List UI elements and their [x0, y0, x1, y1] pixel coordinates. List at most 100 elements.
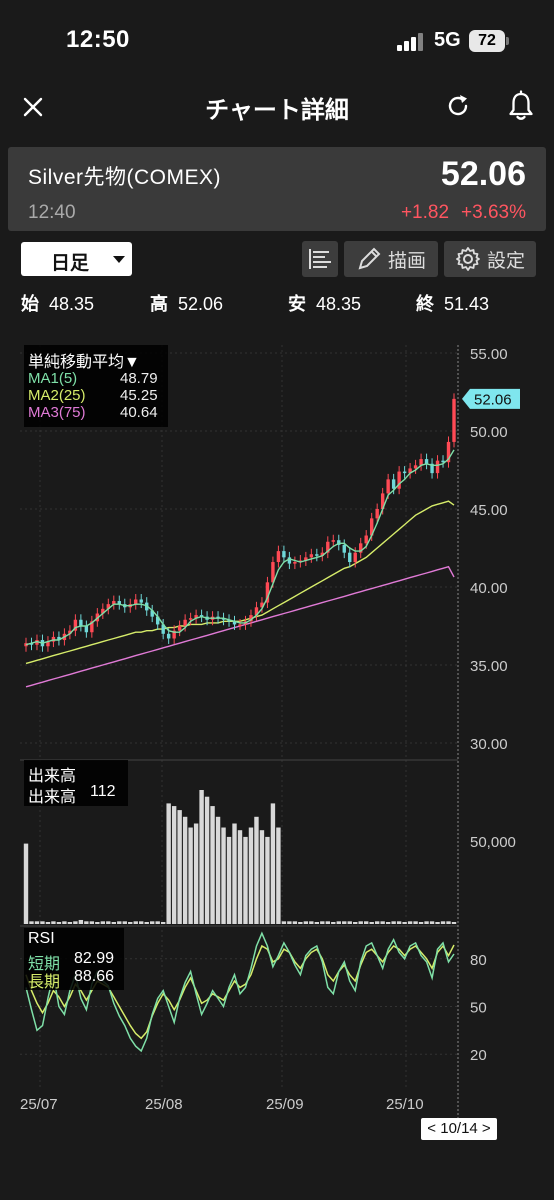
volume-tick-label: 50,000 — [470, 834, 516, 851]
current-price-tag — [462, 388, 520, 409]
battery-icon: 72 — [469, 30, 505, 52]
volume-bar — [298, 922, 303, 924]
volume-bar — [23, 843, 29, 924]
candle-body — [216, 616, 220, 619]
price-change: +1.82 +3.63% — [389, 202, 526, 224]
signal-icon — [397, 33, 427, 51]
volume-bar — [160, 922, 166, 924]
price-chart[interactable]: 55.00 50.00 45.00 40.00 35.00 30.00 52.06 50,00… — [0, 330, 554, 1130]
list-icon — [309, 249, 331, 269]
volume-bar — [259, 830, 265, 924]
candle-body — [90, 621, 94, 633]
candle-body — [342, 544, 346, 553]
candle-body — [287, 557, 292, 564]
candle-body — [375, 509, 379, 519]
ohlc-close-label: 終 — [416, 294, 434, 314]
price-tick-label: 45.00 — [470, 502, 508, 519]
ma2-label: MA2(25) — [28, 387, 86, 404]
settings-button[interactable]: 設定 — [444, 241, 536, 277]
refresh-icon[interactable] — [444, 92, 472, 120]
change-value: +1.82 — [400, 202, 450, 223]
current-price: 52.06 — [440, 155, 526, 193]
candle-body — [150, 610, 154, 617]
volume-bar — [331, 922, 336, 924]
volume-bar — [221, 827, 226, 924]
candle-body — [73, 619, 78, 631]
volume-legend-title: 出来高 — [28, 768, 77, 785]
battery-tip — [506, 37, 509, 45]
candle-body — [402, 471, 407, 474]
volume-bar — [413, 921, 418, 924]
candle-body — [139, 599, 143, 603]
ohlc-low-label: 安 — [288, 294, 306, 314]
candle-body — [271, 562, 275, 583]
candle-body — [320, 552, 325, 556]
candle-body — [188, 618, 193, 620]
candle-body — [35, 640, 39, 645]
rsi-long-value: 88.66 — [74, 968, 115, 985]
volume-bar — [292, 921, 298, 924]
volume-bar — [374, 921, 380, 924]
volume-bar — [237, 830, 243, 924]
volume-bar — [45, 922, 51, 924]
ohlc-high-value: 52.06 — [178, 294, 224, 314]
x-tick-label: 25/08 — [145, 1096, 183, 1113]
ma3-row: MA3(75) 40.64 — [28, 404, 164, 421]
candle-body — [359, 543, 363, 553]
volume-bar — [232, 823, 237, 924]
candle-body — [331, 540, 335, 542]
ohlc-open: 始 48.35 — [21, 290, 94, 316]
volume-bar — [139, 921, 144, 924]
pencil-icon — [358, 247, 381, 270]
settings-label: 設定 — [486, 250, 525, 272]
volume-bar — [62, 921, 67, 924]
price-tick-label: 50.00 — [470, 424, 508, 441]
volume-bar — [67, 922, 73, 924]
volume-bar — [396, 921, 402, 924]
candle-body — [57, 636, 61, 641]
candle-body — [326, 541, 330, 553]
volume-bar — [51, 921, 56, 924]
volume-bar — [451, 922, 457, 924]
volume-bar — [429, 921, 435, 924]
volume-bar — [182, 816, 188, 924]
rsi-tick-label: 20 — [470, 1047, 487, 1064]
volume-bar — [254, 816, 259, 924]
volume-bar — [391, 921, 396, 924]
candle-body — [101, 608, 105, 614]
volume-bar — [358, 921, 363, 924]
candle-body — [221, 618, 226, 620]
volume-bar — [435, 922, 440, 924]
volume-bar — [369, 922, 374, 924]
draw-button[interactable]: 描画 — [344, 241, 438, 277]
status-time: 12:50 — [66, 26, 130, 53]
candle-body — [282, 551, 286, 558]
bell-icon[interactable] — [506, 90, 536, 122]
candle-body — [155, 616, 160, 625]
ohlc-high-label: 高 — [150, 294, 168, 314]
candle-body — [315, 554, 319, 556]
period-select[interactable]: 日足 — [21, 242, 132, 276]
change-percent: +3.63% — [461, 202, 526, 223]
candle-body — [304, 557, 308, 561]
volume-bar — [418, 922, 424, 924]
rsi-long-label: 長期 — [28, 974, 61, 991]
ma-legend[interactable]: 単純移動平均▼ MA1(5) 48.79 MA2(25) 45.25 MA3(75)… — [24, 345, 168, 427]
candle-body — [84, 626, 89, 633]
candle-body — [309, 554, 314, 558]
candle-body — [106, 604, 111, 609]
volume-bar — [106, 921, 111, 924]
ohlc-high: 高 52.06 — [150, 290, 223, 316]
cursor-date-badge[interactable]: < 10/14 > — [421, 1118, 497, 1140]
volume-bar — [117, 921, 122, 924]
close-icon[interactable] — [18, 92, 48, 122]
indicator-list-button[interactable] — [302, 241, 338, 277]
caret-down-icon — [113, 256, 125, 263]
candle-body — [424, 459, 429, 464]
volume-bar — [320, 921, 325, 924]
volume-bar — [402, 922, 407, 924]
volume-bar — [128, 922, 133, 924]
network-type: 5G — [434, 29, 461, 51]
ma3-value: 40.64 — [120, 404, 158, 421]
volume-bar — [166, 803, 171, 924]
